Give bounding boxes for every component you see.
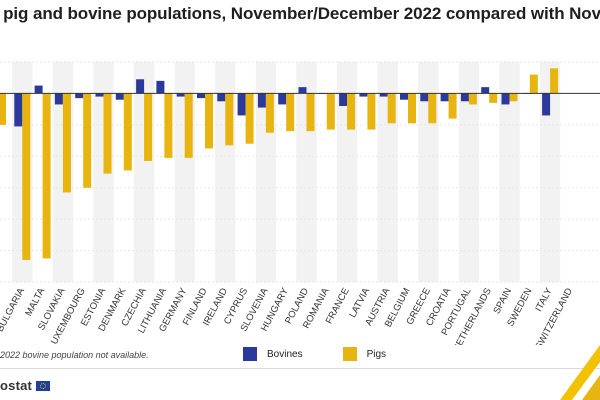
bars: [0, 68, 559, 260]
bar-bovines: [298, 87, 307, 94]
footer-divider: [0, 368, 600, 369]
bar-bovines: [54, 93, 63, 105]
bar-pigs: [225, 93, 234, 146]
bar-pigs: [184, 93, 193, 158]
bar-pigs: [468, 93, 477, 105]
legend-label-bovines: Bovines: [267, 348, 303, 360]
bar-bovines: [542, 93, 551, 116]
category-band: [458, 62, 480, 282]
bar-pigs: [306, 93, 315, 132]
bar-pigs: [448, 93, 457, 119]
bar-pigs: [529, 74, 538, 94]
bar-pigs: [144, 93, 153, 161]
legend-item-pigs: Pigs: [342, 347, 387, 361]
legend-swatch-bovines: [243, 347, 257, 361]
bar-bovines: [257, 93, 266, 108]
bar-pigs: [428, 93, 437, 124]
bar-pigs: [265, 93, 274, 133]
bar-bovines: [95, 93, 104, 97]
category-label: BULGARIA: [0, 286, 27, 334]
category-labels: BULGARIAMALTASLOVAKIALUXEMBOURGESTONIADE…: [0, 286, 575, 345]
category-label: ITALY: [533, 286, 555, 314]
legend: Bovines Pigs: [243, 346, 426, 362]
bar-bovines: [75, 93, 84, 99]
bar-pigs: [42, 93, 51, 259]
bar-pigs: [83, 93, 92, 188]
bar-bovines: [217, 93, 226, 102]
bar-pigs: [123, 93, 132, 171]
bar-pigs: [0, 93, 6, 125]
bar-bovines: [136, 79, 145, 94]
bar-bovines: [501, 93, 510, 105]
bar-pigs: [347, 93, 356, 130]
bar-bovines: [237, 93, 246, 116]
bar-bovines: [115, 93, 124, 100]
bar-pigs: [489, 93, 498, 103]
bar-bovines: [197, 93, 205, 99]
bar-bovines: [34, 85, 43, 94]
logo-text: ostat: [0, 378, 33, 393]
bar-pigs: [22, 93, 31, 260]
legend-label-pigs: Pigs: [366, 348, 387, 360]
category-band: [539, 62, 561, 282]
corner-decoration: [560, 345, 600, 400]
legend-swatch-pigs: [342, 347, 357, 361]
bar-bovines: [14, 93, 23, 127]
bar-bovines: [440, 93, 449, 102]
bar-pigs: [245, 93, 254, 144]
bar-pigs: [509, 93, 518, 102]
bar-pigs: [164, 93, 173, 158]
bar-bovines: [278, 93, 287, 105]
bar-pigs: [550, 68, 559, 94]
bar-pigs: [367, 93, 376, 130]
bar-bovines: [379, 93, 388, 97]
chart-title: ges in pig and bovine populations, Novem…: [0, 4, 600, 23]
bar-pigs: [326, 93, 335, 130]
bar-bovines: [156, 80, 165, 94]
bar-bovines: [339, 93, 348, 106]
bar-bovines: [176, 93, 185, 97]
category-band: [499, 62, 520, 282]
bar-bovines: [400, 93, 408, 100]
bar-pigs: [62, 93, 71, 193]
eu-flag-icon: [36, 380, 51, 391]
bar-pigs: [205, 93, 213, 149]
legend-item-bovines: Bovines: [243, 347, 303, 361]
bar-pigs: [286, 93, 295, 132]
bar-bovines: [481, 87, 490, 94]
bar-chart: BULGARIAMALTASLOVAKIALUXEMBOURGESTONIADE…: [0, 61, 600, 345]
bar-pigs: [408, 93, 416, 124]
bar-bovines: [359, 93, 368, 97]
bar-pigs: [387, 93, 396, 124]
bar-pigs: [103, 93, 112, 174]
footnote: 2022 bovine population not available.: [0, 350, 149, 360]
eurostat-logo: ostat: [0, 378, 51, 393]
bar-bovines: [420, 93, 429, 102]
bar-bovines: [460, 93, 469, 102]
gridlines: [0, 61, 600, 283]
